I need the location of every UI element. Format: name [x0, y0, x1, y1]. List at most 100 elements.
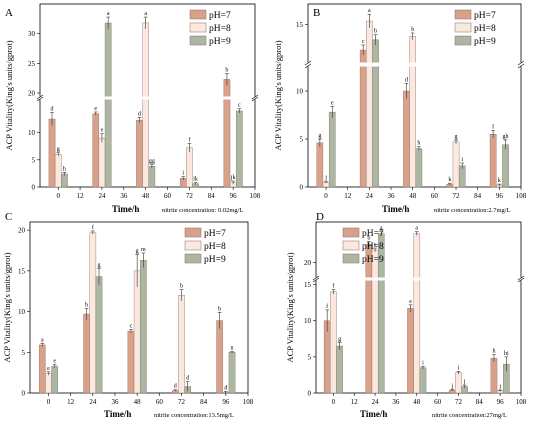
y-tick-label: 5	[22, 349, 26, 357]
axis-break-mark	[517, 277, 525, 283]
significance-label: a	[41, 337, 44, 343]
legend-label: pH=8	[474, 24, 496, 34]
legend-swatch	[189, 22, 207, 33]
x-tick-label: 12	[67, 398, 75, 406]
x-axis-label: Time/h	[360, 409, 387, 419]
significance-label: g	[338, 336, 341, 342]
bar-pH9-96	[502, 144, 509, 188]
panel-b: g c d k f j a b g k e b h i gh 0 12 24 36 48 60 72 84 96 108 0 5 10…	[273, 3, 527, 214]
legend-label: pH=7	[474, 11, 496, 21]
legend-label: pH=7	[209, 11, 231, 21]
significance-label: i	[422, 360, 424, 366]
x-tick-label: 108	[243, 398, 254, 406]
axis-break-mark	[36, 96, 44, 102]
y-tick-label: 20	[304, 259, 312, 267]
significance-label: d	[186, 376, 189, 382]
significance-label: c	[362, 39, 365, 45]
bar-pH9-72	[458, 165, 466, 188]
panel-d: f b e j h f c a i j g a i j hi 0 12 24 36 48 60 72 84 96 108 0 5 10…	[285, 211, 527, 419]
x-tick-label: 0	[332, 398, 336, 406]
significance-label: e	[101, 128, 104, 134]
x-axis-label: Time/h	[382, 204, 409, 214]
y-tick-label: 5	[300, 136, 304, 144]
significance-label: d	[174, 384, 177, 390]
y-tick-label: 0	[308, 390, 312, 398]
bar-pH9-48	[419, 367, 427, 394]
legend-swatch	[189, 35, 207, 46]
significance-label: b	[218, 306, 221, 312]
legend: pH=7 pH=8 pH=9	[342, 227, 384, 265]
bar-pH7-96	[216, 320, 223, 394]
bar-pH7-48	[136, 119, 143, 188]
legend-label: pH=8	[204, 242, 226, 252]
significance-label: e	[53, 359, 56, 365]
significance-label: c	[374, 242, 377, 248]
panel-a: d e d i b g e a f jk h a gg ik c 0 12 24 36 48 60 72 84 96 108 0 5…	[4, 3, 261, 214]
legend: pH=7 pH=8 pH=9	[184, 227, 226, 265]
axis-break-gap	[307, 62, 522, 67]
x-tick-label: 72	[186, 192, 194, 200]
significance-label: a	[144, 11, 147, 17]
significance-label: jk	[230, 175, 236, 181]
x-tick-label: 72	[178, 398, 186, 406]
bar-pH7-96	[489, 133, 497, 188]
significance-label: d	[138, 111, 141, 117]
significance-label: b	[225, 67, 228, 73]
y-tick-label: 15	[296, 21, 304, 29]
x-tick-label: 84	[200, 398, 208, 406]
y-tick-label: 25	[28, 60, 36, 68]
x-tick-label: 84	[208, 192, 216, 200]
significance-label: f	[326, 303, 328, 310]
x-tick-label: 12	[77, 192, 85, 200]
bar-pH7-48	[403, 90, 410, 188]
bar-pH8-72	[455, 372, 462, 394]
bar-pH7-0	[48, 118, 56, 188]
significance-label: f	[92, 224, 94, 231]
significance-label: j	[450, 383, 453, 389]
bar-pH8-0	[54, 154, 62, 188]
x-tick-label: 48	[134, 398, 142, 406]
significance-label: b	[411, 27, 414, 33]
legend-label: pH=8	[362, 242, 384, 252]
y-axis-label: ACP Vitality(King's units/gprot)	[285, 252, 295, 362]
legend-swatch	[342, 253, 360, 264]
nitrite-note: nitrite concentration:13.5mg/L	[154, 412, 234, 419]
significance-label: c	[238, 103, 241, 109]
bar-pH7-0	[316, 142, 324, 188]
y-tick-label: 30	[28, 30, 36, 38]
bar-pH7-24	[365, 243, 373, 394]
axis-break-mark	[304, 63, 312, 69]
x-tick-label: 60	[164, 192, 172, 200]
axis-break-mark	[517, 60, 525, 66]
bar-pH9-48	[415, 148, 423, 188]
significance-label: gh	[503, 134, 509, 140]
bar-pH9-96	[236, 110, 243, 188]
significance-label: i	[461, 157, 463, 163]
y-tick-label: 0	[22, 390, 26, 398]
bar-pH9-96	[228, 352, 236, 394]
x-tick-label: 84	[476, 398, 484, 406]
y-tick-label: 0	[300, 184, 304, 192]
significance-label: f	[188, 137, 190, 144]
significance-label: g	[136, 249, 139, 255]
significance-label: d	[224, 385, 227, 391]
significance-label: m	[141, 247, 146, 253]
bar-pH7-24	[83, 313, 90, 394]
legend-swatch	[184, 253, 202, 264]
x-tick-label: 36	[111, 398, 119, 406]
axis-break-gap	[315, 277, 522, 281]
x-tick-label: 24	[366, 192, 374, 200]
bar-pH8-24	[98, 137, 106, 188]
significance-label: i	[182, 171, 184, 177]
axis-break-mark	[304, 60, 312, 66]
legend-label: pH=7	[362, 229, 384, 239]
panel-letter: C	[5, 211, 12, 223]
bar-pH9-0	[51, 365, 58, 394]
axis-break-mark	[517, 63, 525, 69]
legend-swatch	[342, 240, 360, 251]
legend: pH=7 pH=8 pH=9	[454, 9, 496, 47]
bar-pH8-72	[178, 295, 185, 394]
x-tick-label: 36	[120, 192, 128, 200]
